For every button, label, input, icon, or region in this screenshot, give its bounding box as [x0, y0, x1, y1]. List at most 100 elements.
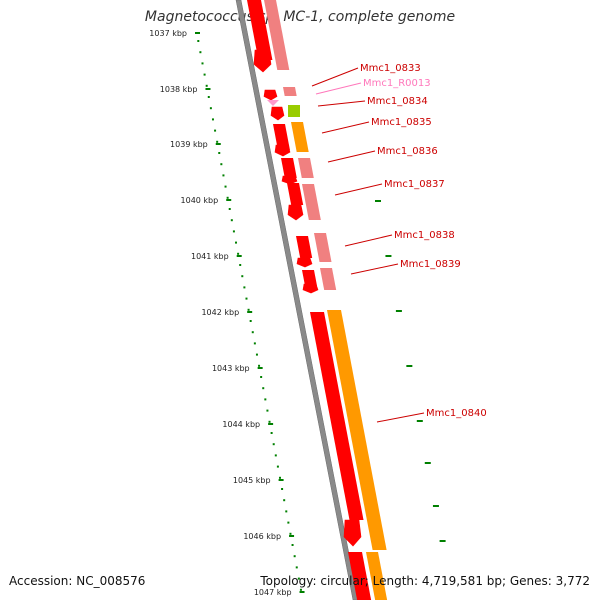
- ruler-tick-label: 1038 kbp: [160, 85, 198, 94]
- genome-stats-text: Topology: circular; Length: 4,719,581 bp…: [260, 574, 590, 588]
- ruler-minor-tick: [214, 129, 217, 132]
- ruler-minor-tick: [197, 40, 200, 42]
- ruler-major-tick: [226, 199, 232, 201]
- ruler-minor-tick: [278, 476, 281, 479]
- feature-track: [247, 0, 388, 600]
- ruler-minor-tick: [232, 230, 235, 233]
- gene-feature: [270, 106, 285, 121]
- ruler-tick-label: 1044 kbp: [222, 420, 260, 429]
- ruler-minor-tick: [209, 107, 212, 110]
- ruler: 1037 kbp 1038 kbp 1039 kbp 1040 kbp 1041 kbp…: [149, 29, 446, 597]
- gene-label: Mmc1_R0013: [363, 78, 431, 89]
- ruler-tick-label: 1043 kbp: [212, 364, 250, 373]
- gene-feature: [302, 270, 318, 286]
- ruler-minor-tick: [228, 208, 231, 210]
- ruler-minor-tick: [289, 532, 292, 535]
- ruler-major-tick: [289, 535, 295, 537]
- gene-callout-line: [317, 100, 366, 107]
- gene-label: Mmc1_0834: [367, 96, 428, 107]
- ruler-minor-tick: [287, 521, 290, 524]
- gene-callout-line: [315, 82, 362, 95]
- gene-feature: [366, 552, 388, 600]
- track-tick: [375, 200, 381, 202]
- ruler-tick-label: 1047 kbp: [254, 588, 292, 597]
- ruler-major-tick: [205, 88, 211, 90]
- ruler-minor-tick: [268, 420, 271, 423]
- gene-feature: [343, 519, 362, 547]
- track-tick: [416, 420, 423, 422]
- ruler-minor-tick: [224, 185, 227, 188]
- gene-callout-line: [321, 121, 370, 134]
- ruler-minor-tick: [218, 152, 221, 154]
- gene-feature: [287, 183, 304, 205]
- ruler-tick-label: 1039 kbp: [170, 140, 208, 149]
- track-tick: [432, 505, 439, 507]
- ruler-minor-tick: [260, 376, 263, 378]
- track-tick: [385, 255, 392, 257]
- ruler-minor-tick: [226, 196, 229, 199]
- gene-feature: [296, 236, 313, 258]
- gene-feature: [281, 175, 298, 185]
- ruler-minor-tick: [243, 286, 246, 289]
- track-tick: [395, 310, 402, 312]
- ruler-minor-tick: [230, 219, 233, 222]
- ruler-minor-tick: [281, 488, 284, 490]
- ruler-minor-tick: [241, 275, 244, 278]
- gene-feature: [310, 312, 364, 520]
- gene-label: Mmc1_0840: [426, 408, 487, 419]
- ruler-minor-tick: [247, 308, 250, 311]
- ruler-minor-tick: [274, 454, 277, 457]
- ruler-minor-tick: [207, 96, 210, 98]
- ruler-minor-tick: [264, 398, 267, 401]
- ruler-minor-tick: [291, 544, 294, 546]
- gene-labels: Mmc1_0833 Mmc1_R0013 Mmc1_0834 Mmc1_0835 Mmc…: [311, 63, 487, 423]
- ruler-major-tick: [257, 367, 263, 369]
- ruler-minor-tick: [222, 174, 225, 177]
- ruler-minor-tick: [199, 51, 202, 54]
- gene-feature: [281, 158, 297, 178]
- ruler-minor-tick: [211, 118, 214, 121]
- backbone: [235, 0, 359, 600]
- ruler-major-tick: [247, 311, 253, 313]
- gene-feature: [348, 552, 372, 600]
- ruler-tick-label: 1041 kbp: [191, 252, 229, 261]
- gene-label: Mmc1_0836: [377, 146, 438, 157]
- ruler-tick-label: 1040 kbp: [181, 196, 219, 205]
- gene-feature: [314, 233, 332, 262]
- gene-feature: [283, 87, 297, 96]
- map-title: Magnetococcus sp. MC-1, complete genome: [144, 9, 456, 25]
- gene-feature: [274, 144, 291, 157]
- ruler-minor-tick: [237, 252, 240, 255]
- ruler-minor-tick: [272, 443, 275, 446]
- gene-feature: [247, 0, 273, 60]
- ruler-minor-tick: [235, 241, 238, 244]
- ruler-minor-tick: [295, 566, 298, 569]
- ruler-minor-tick: [251, 331, 254, 334]
- ruler-minor-tick: [216, 140, 219, 143]
- ruler-minor-tick: [283, 499, 286, 502]
- green-feature: [288, 105, 300, 117]
- gene-feature: [302, 184, 321, 220]
- ruler-major-tick: [268, 423, 274, 425]
- gene-callout-line: [350, 263, 399, 275]
- gene-feature: [320, 268, 337, 290]
- gene-feature: [296, 257, 313, 268]
- ruler-tick-label: 1037 kbp: [149, 29, 187, 38]
- gene-callout-line: [334, 183, 383, 196]
- ruler-minor-tick: [255, 353, 258, 356]
- gene-callout-line: [311, 67, 359, 87]
- ruler-minor-tick: [253, 342, 256, 345]
- gene-feature: [327, 310, 387, 550]
- gene-callout-line: [327, 150, 376, 163]
- ruler-minor-tick: [249, 320, 252, 322]
- ruler-minor-tick: [220, 163, 223, 166]
- ruler-major-tick: [299, 591, 305, 593]
- rrna-feature: [267, 100, 279, 106]
- ruler-minor-tick: [266, 409, 269, 412]
- gene-label: Mmc1_0835: [371, 117, 432, 128]
- ruler-tick-label: 1046 kbp: [243, 532, 281, 541]
- ruler-minor-tick: [205, 84, 208, 87]
- gene-feature: [263, 89, 278, 101]
- track-tick: [439, 540, 446, 542]
